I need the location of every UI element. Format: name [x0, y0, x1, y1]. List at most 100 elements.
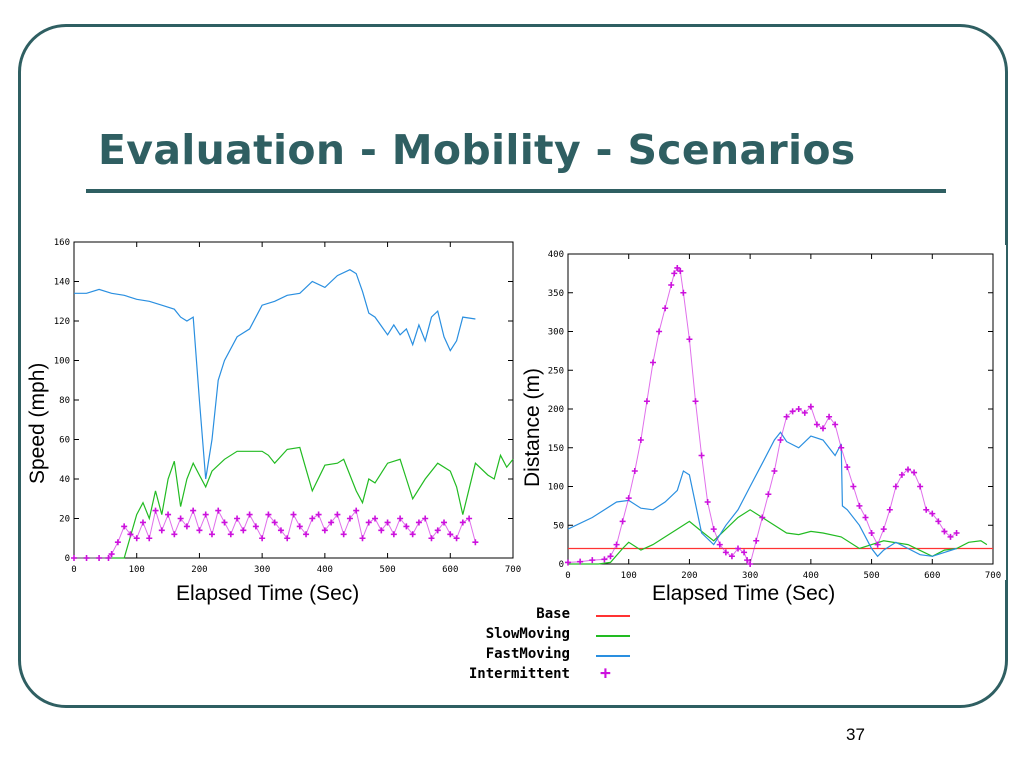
data-point-intermittent [466, 515, 473, 522]
data-point-intermittent [722, 549, 729, 556]
data-point-intermittent [378, 527, 385, 534]
data-point-intermittent [565, 559, 571, 566]
data-point-intermittent [208, 531, 215, 538]
data-point-intermittent [453, 535, 460, 542]
data-point-intermittent [315, 511, 322, 518]
data-point-intermittent [265, 511, 272, 518]
distance-chart-ylabel: Distance (m) [521, 367, 544, 487]
data-point-intermittent [309, 515, 316, 522]
data-point-intermittent [171, 531, 178, 538]
x-tick-label: 200 [191, 565, 207, 575]
slide-title: Evaluation - Mobility - Scenarios [98, 126, 856, 174]
data-point-intermittent [777, 437, 784, 443]
data-point-intermittent [303, 531, 310, 538]
data-point-intermittent [434, 527, 441, 534]
y-tick-label: 400 [548, 250, 564, 260]
data-point-intermittent [716, 541, 723, 548]
data-point-intermittent [753, 537, 760, 544]
data-point-intermittent [874, 541, 881, 548]
x-tick-label: 400 [317, 565, 333, 575]
legend-item-slowmoving: SlowMoving [440, 626, 640, 646]
data-point-intermittent [619, 518, 626, 525]
legend-label: SlowMoving [485, 626, 570, 642]
data-point-intermittent [252, 523, 259, 530]
data-point-intermittent [601, 556, 608, 563]
data-point-intermittent [832, 421, 839, 428]
data-point-intermittent [905, 466, 911, 473]
y-tick-label: 140 [54, 278, 70, 288]
data-point-intermittent [692, 398, 699, 405]
data-point-intermittent [133, 535, 140, 542]
data-point-intermittent [838, 444, 845, 451]
data-point-intermittent [415, 519, 422, 526]
speed-chart-ylabel: Speed (mph) [26, 362, 49, 484]
data-point-intermittent [240, 527, 247, 534]
x-tick-label: 0 [565, 571, 570, 580]
y-tick-label: 40 [59, 475, 70, 485]
speed-chart-panel: 0 20 40 60 80 100 120 140 160 0 100 200 300 400 500 600… [42, 230, 526, 575]
speed-chart: 0 20 40 60 80 100 120 140 160 0 100 200 300 400 500 600… [54, 238, 521, 575]
data-point-intermittent [334, 511, 341, 518]
data-point-intermittent [365, 519, 372, 526]
data-point-intermittent [898, 471, 905, 478]
data-point-intermittent [340, 531, 347, 538]
y-tick-label: 0 [559, 560, 564, 570]
x-tick-label: 700 [505, 565, 521, 575]
data-point-intermittent [844, 464, 851, 471]
x-tick-label: 400 [803, 571, 819, 580]
y-tick-label: 0 [65, 554, 70, 564]
data-point-intermittent [892, 483, 899, 490]
speed-chart-xlabel: Elapsed Time (Sec) [176, 582, 360, 605]
data-point-intermittent [146, 535, 153, 542]
data-point-intermittent [656, 328, 663, 335]
x-tick-label: 300 [254, 565, 270, 575]
legend-label: Base [536, 606, 570, 622]
data-point-intermittent [234, 515, 241, 522]
data-point-intermittent [428, 535, 435, 542]
legend-label: FastMoving [485, 646, 570, 662]
data-point-intermittent [813, 421, 820, 428]
data-point-intermittent [771, 468, 778, 474]
x-tick-label: 700 [985, 571, 1001, 580]
data-point-intermittent [139, 519, 146, 526]
x-tick-label: 600 [442, 565, 458, 575]
data-point-intermittent [662, 305, 669, 312]
data-point-intermittent [698, 452, 705, 459]
data-point-intermittent [121, 523, 128, 530]
data-point-intermittent [215, 507, 222, 514]
data-point-intermittent [105, 555, 112, 561]
series-line-slowmoving [568, 509, 988, 565]
series-line-fastmoving [567, 431, 957, 558]
data-point-intermittent [359, 535, 366, 542]
plot-frame [73, 241, 514, 559]
x-tick-label: 600 [924, 571, 940, 580]
data-point-intermittent [935, 518, 942, 525]
data-point-intermittent [165, 511, 172, 518]
data-point-intermittent [704, 499, 711, 505]
data-point-intermittent [447, 531, 454, 538]
data-point-intermittent [850, 483, 857, 490]
data-point-intermittent [259, 535, 266, 542]
data-point-intermittent [71, 555, 77, 561]
data-point-intermittent [346, 515, 353, 522]
legend-item-intermittent: Intermittent + [440, 663, 640, 686]
x-tick-label: 300 [742, 571, 758, 580]
y-tick-label: 100 [548, 483, 564, 493]
data-point-intermittent [668, 282, 675, 288]
data-point-intermittent [196, 527, 203, 534]
data-point-intermittent [221, 519, 228, 526]
data-point-intermittent [923, 506, 930, 513]
slide-frame [18, 24, 1008, 708]
data-point-intermittent [589, 557, 596, 564]
x-tick-label: 100 [621, 571, 637, 580]
data-point-intermittent [409, 531, 416, 538]
data-point-intermittent [789, 408, 796, 415]
legend-item-fastmoving: FastMoving [440, 646, 640, 666]
data-point-intermittent [284, 535, 291, 542]
data-point-intermittent [820, 425, 826, 432]
data-point-intermittent [643, 398, 650, 405]
data-point-intermittent [631, 468, 638, 474]
data-point-intermittent [862, 514, 869, 521]
data-point-intermittent [728, 553, 735, 560]
data-point-intermittent [296, 523, 303, 530]
